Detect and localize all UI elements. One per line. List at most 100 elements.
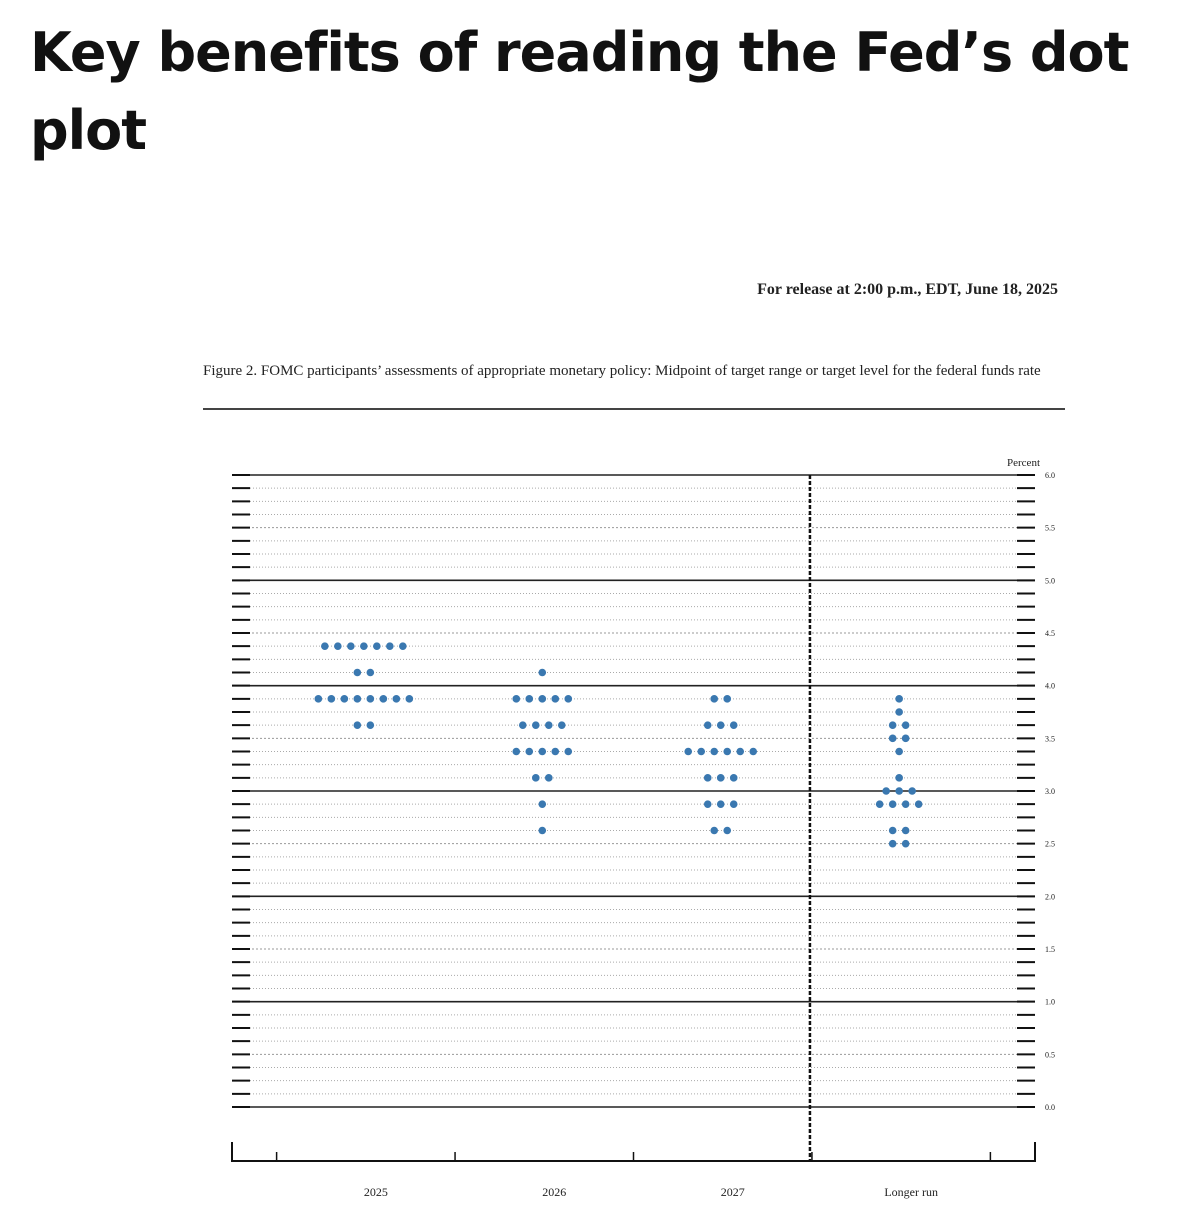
y-tick-label: 3.5: [1045, 734, 1055, 743]
x-tick-label: 2026: [542, 1185, 566, 1199]
dot: [334, 642, 342, 650]
y-tick-label: 4.5: [1045, 629, 1055, 638]
dot: [914, 800, 923, 808]
dot: [723, 747, 732, 756]
dot: [366, 695, 375, 703]
dot: [729, 774, 738, 782]
dot: [895, 747, 903, 756]
dot: [716, 721, 725, 729]
dot: [888, 721, 897, 729]
dot: [347, 642, 355, 650]
dot: [366, 668, 375, 677]
dot: [392, 695, 401, 703]
dot: [551, 747, 560, 756]
dot: [399, 642, 407, 650]
dot: [353, 668, 362, 677]
dot: [564, 695, 573, 703]
y-tick-label: 5.0: [1045, 576, 1055, 585]
dot: [366, 721, 375, 729]
y-tick-label: 1.5: [1045, 945, 1055, 954]
dot: [684, 747, 693, 756]
dot: [888, 826, 897, 835]
dot: [710, 695, 719, 703]
dot: [710, 747, 719, 756]
dot: [544, 774, 553, 782]
dot: [314, 695, 323, 703]
dot: [723, 826, 732, 835]
dot: [895, 774, 903, 782]
dot: [373, 642, 381, 650]
dot: [908, 787, 916, 795]
dot: [327, 695, 336, 703]
dot: [901, 721, 910, 729]
dot: [353, 695, 362, 703]
x-tick-label: 2025: [364, 1185, 388, 1199]
dot: [697, 747, 706, 756]
dot: [901, 734, 910, 743]
dot: [564, 747, 573, 756]
dot: [895, 787, 903, 795]
dot: [531, 774, 540, 782]
dot: [703, 774, 712, 782]
dot: [525, 695, 534, 703]
chart-title: Figure 2. FOMC participants’ assessments…: [203, 363, 1041, 379]
dot: [716, 774, 725, 782]
dot: [353, 721, 362, 729]
dot: [716, 800, 725, 808]
dot: [888, 734, 897, 743]
dot: [875, 800, 884, 808]
dot: [901, 826, 910, 835]
dot: [518, 721, 527, 729]
dot: [723, 695, 732, 703]
dot: [882, 787, 890, 795]
dot: [888, 800, 897, 808]
dot: [901, 839, 910, 848]
y-axis-label: Percent: [1007, 457, 1040, 469]
dot: [895, 708, 903, 716]
dot: [360, 642, 368, 650]
dot: [512, 747, 521, 756]
dot: [895, 695, 903, 703]
dot: [729, 800, 738, 808]
dot: [512, 695, 521, 703]
dot: [538, 695, 547, 703]
dot: [703, 800, 712, 808]
dot: [531, 721, 540, 729]
dot: [538, 747, 547, 756]
y-tick-label: 1.0: [1045, 998, 1055, 1007]
dot: [386, 642, 394, 650]
dot: [551, 695, 560, 703]
x-tick-label: 2027: [721, 1185, 745, 1199]
dot: [538, 800, 547, 808]
caption-box: Figure 2. FOMC participants’ assessments…: [203, 363, 1041, 379]
y-tick-label: 2.0: [1045, 892, 1055, 901]
dot: [379, 695, 388, 703]
y-tick-label: 4.0: [1045, 682, 1055, 691]
dot: [736, 747, 745, 756]
dot: [340, 695, 349, 703]
y-tick-label: 3.0: [1045, 787, 1055, 796]
y-tick-label: 6.0: [1045, 471, 1055, 480]
y-tick-label: 2.5: [1045, 840, 1055, 849]
dot: [557, 721, 566, 729]
dot: [538, 668, 547, 677]
heading: Key benefits of reading the Fed’s dot pl…: [30, 21, 1129, 162]
dot: [538, 826, 547, 835]
dot: [544, 721, 553, 729]
y-tick-label: 5.5: [1045, 524, 1055, 533]
dot: [525, 747, 534, 756]
dot: [703, 721, 712, 729]
x-tick-label: Longer run: [884, 1185, 938, 1199]
dot: [710, 826, 719, 835]
dot: [321, 642, 329, 650]
release-note: For release at 2:00 p.m., EDT, June 18, …: [757, 281, 1058, 298]
y-tick-label: 0.0: [1045, 1103, 1055, 1112]
dot: [729, 721, 738, 729]
dot: [901, 800, 910, 808]
dot: [749, 747, 758, 756]
y-tick-label: 0.5: [1045, 1050, 1055, 1059]
dot: [888, 839, 897, 848]
dot: [405, 695, 414, 703]
